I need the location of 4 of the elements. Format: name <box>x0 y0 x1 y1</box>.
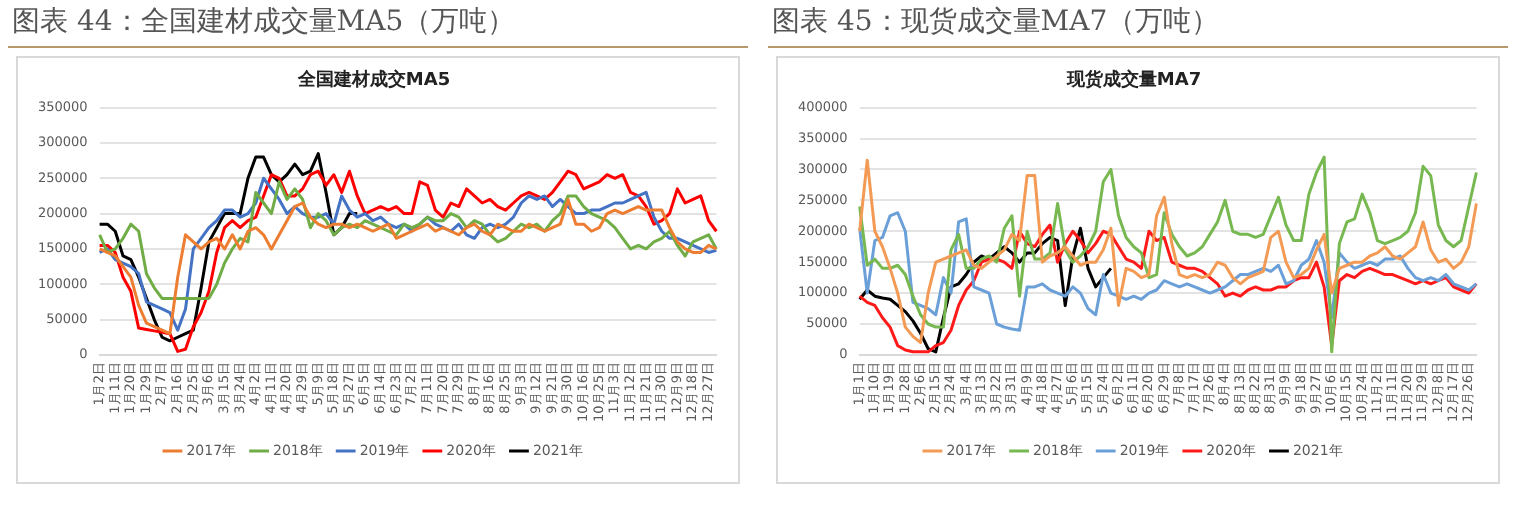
chart-subtitle: 现货成交量MA7 <box>1064 69 1202 92</box>
chart-title: 图表 45：现货成交量MA7（万吨） <box>768 0 1508 48</box>
chart-subtitle: 全国建材成交MA5 <box>295 69 451 92</box>
chart-title: 图表 44：全国建材成交量MA5（万吨） <box>8 0 748 48</box>
